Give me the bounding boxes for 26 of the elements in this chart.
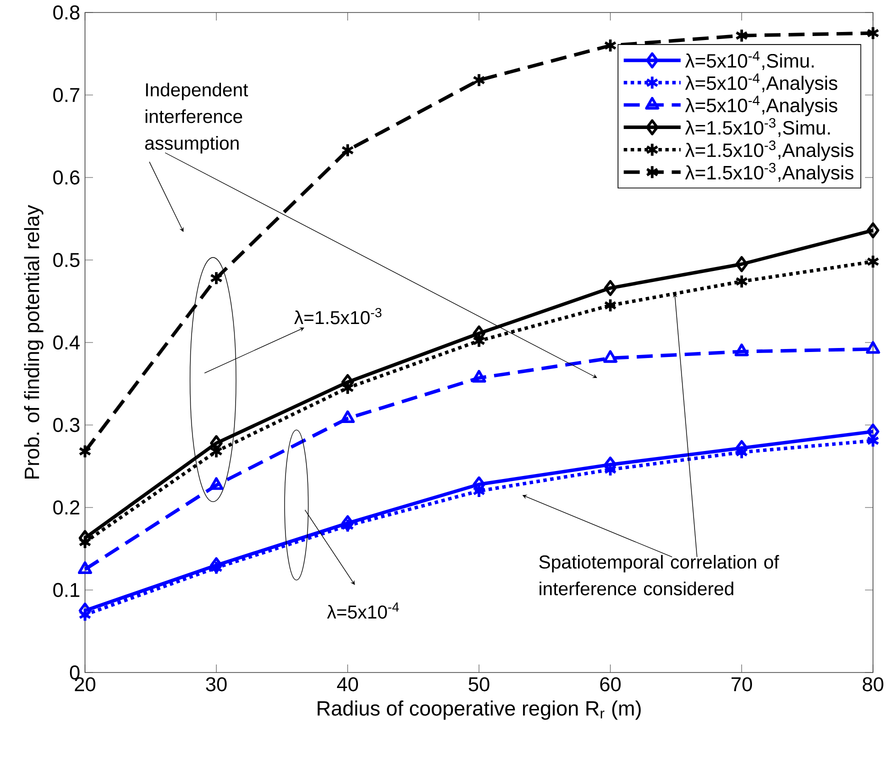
- y-tick-label: 0.5: [53, 252, 80, 268]
- legend-label: λ=1.5x10$^{-3}$,Analysis: [685, 140, 854, 161]
- annotation: Independent interference assumption: [145, 82, 248, 154]
- legend-label: λ=5x10$^{-4}$,Simu.: [685, 51, 814, 70]
- legend-label: λ=5x10$^{-4}$,Analysis: [685, 74, 838, 94]
- x-tick-label: 70: [732, 677, 752, 692]
- legend-label: λ=1.5x10$^{-3}$,Analysis: [685, 162, 854, 184]
- x-tick-label: 30: [206, 677, 227, 692]
- y-axis-title: Prob. of finding potential relay: [24, 204, 44, 478]
- annotation: λ=5x10$^{-4}$: [327, 602, 399, 619]
- y-tick-label: 0.6: [53, 170, 80, 185]
- x-tick-label: 80: [862, 677, 884, 692]
- legend-label: λ=5x10$^{-4}$,Analysis: [685, 96, 838, 116]
- y-tick-label: 0.1: [53, 582, 80, 598]
- x-tick-label: 40: [337, 677, 358, 692]
- x-tick-label: 60: [600, 677, 621, 692]
- y-tick-label: 0.8: [53, 5, 80, 20]
- legend-label: λ=1.5x10$^{-3}$,Simu.: [685, 118, 830, 137]
- y-tick-label: 0.3: [53, 418, 80, 432]
- annotation: λ=1.5x10$^{-3}$: [294, 308, 382, 324]
- x-axis-title: Radius of cooperative region R$_{r}$ (m): [318, 700, 641, 720]
- y-tick-label: 0.7: [53, 88, 80, 102]
- annotation: Spatiotemporal correlation of interference considered: [539, 554, 780, 596]
- y-tick-label: 0.4: [53, 335, 80, 350]
- y-tick-label: 0.2: [53, 500, 80, 515]
- x-tick-label: 50: [468, 677, 490, 692]
